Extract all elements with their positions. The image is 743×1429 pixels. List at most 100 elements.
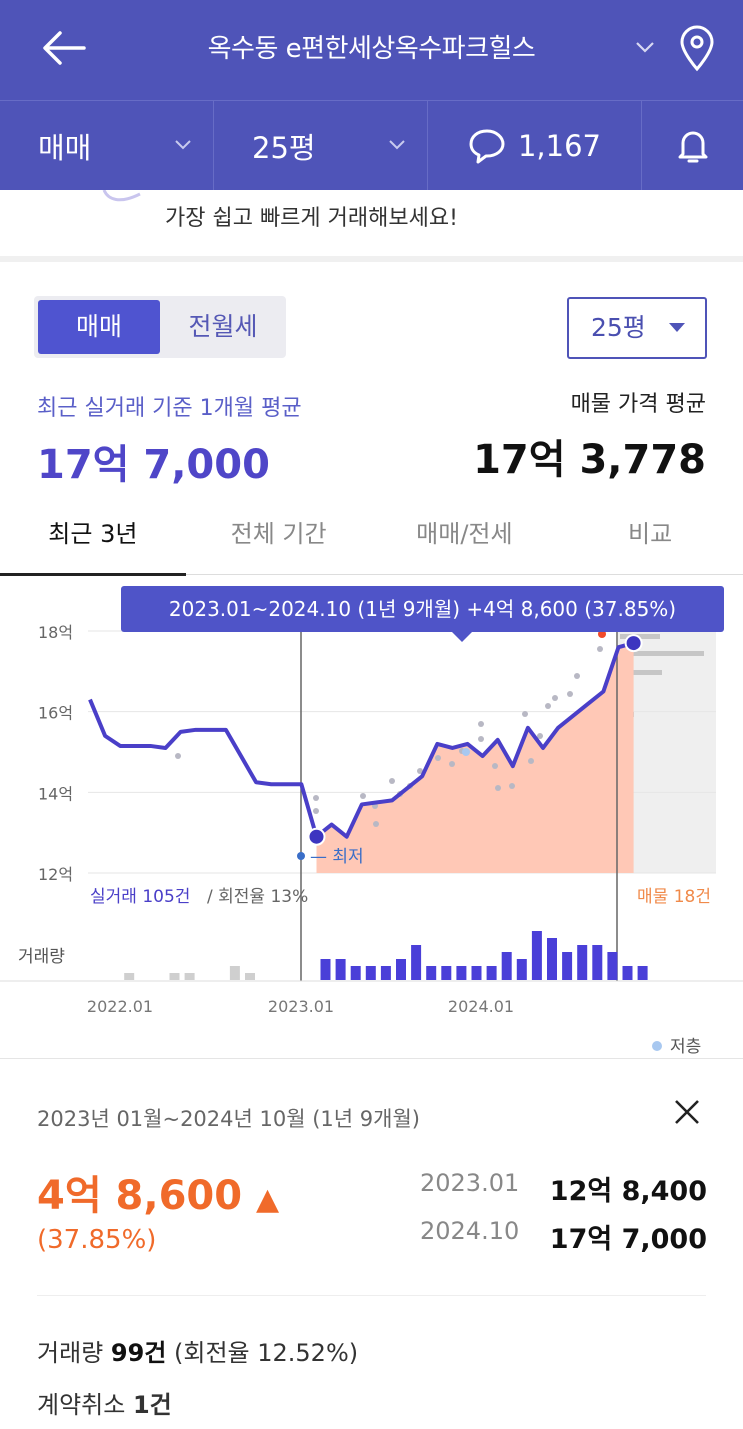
area-select-value: 25평 <box>591 313 646 342</box>
volume-bar <box>396 959 406 980</box>
trade-dot <box>492 763 498 769</box>
notification-button[interactable] <box>642 101 743 191</box>
volume-summary: 거래량 99건 (회전율 12.52%) <box>37 1339 359 1367</box>
volume-bar <box>320 959 331 980</box>
location-pin-icon[interactable] <box>678 24 716 72</box>
volume-bar <box>562 952 573 980</box>
promo-banner[interactable]: 가장 쉽고 빠르게 거래해보세요! <box>0 190 743 262</box>
volume-bar <box>335 959 346 980</box>
volume-bar <box>380 966 391 980</box>
y-tick-label: 14억 <box>38 784 73 803</box>
highlight-dot <box>598 630 606 638</box>
trade-type-dropdown[interactable]: 매매 <box>0 101 214 191</box>
trade-dot <box>175 753 181 759</box>
bell-icon <box>678 131 707 163</box>
trade-dot <box>417 768 423 774</box>
trade-dot <box>597 646 603 652</box>
trade-dot <box>435 755 441 761</box>
trade-dot <box>522 711 528 717</box>
toggle-rent[interactable]: 전월세 <box>188 312 258 341</box>
trade-dot <box>313 795 319 801</box>
volume-bar <box>411 945 422 980</box>
volume-bar <box>471 966 482 980</box>
range-end-marker <box>624 634 643 653</box>
trade-dot <box>537 733 543 739</box>
change-amount: 4억 8,600 ▲ <box>37 1173 280 1219</box>
volume-bar <box>501 952 512 980</box>
trade-type-label: 매매 <box>38 131 92 165</box>
volume-bar <box>245 973 255 980</box>
x-tick-label: 2023.01 <box>268 997 334 1016</box>
recent-average-value: 17억 7,000 <box>37 442 270 488</box>
sale-rent-toggle: 매매 전월세 <box>34 296 286 358</box>
back-arrow-icon[interactable] <box>40 28 86 68</box>
trade-dot <box>567 691 573 697</box>
volume-bar <box>531 931 542 980</box>
period-tabs: 최근 3년 전체 기간 매매/전세 비교 <box>0 505 743 576</box>
top-header: 옥수동 e편한세상옥수파크힐스 <box>0 0 743 100</box>
chevron-down-icon[interactable] <box>632 34 658 60</box>
tab-compare[interactable]: 비교 <box>628 520 673 548</box>
detail-range: 2023년 01월~2024년 10월 (1년 9개월) <box>37 1107 420 1131</box>
close-icon[interactable] <box>672 1097 702 1127</box>
volume-bar <box>486 966 497 980</box>
listing-bar <box>620 651 704 656</box>
volume-bar <box>169 973 180 980</box>
divider <box>37 1295 706 1296</box>
legend-low-floor-label: 저층 <box>670 1037 701 1056</box>
comments-button[interactable]: 1,167 <box>428 101 642 191</box>
listing-average-value: 17억 3,778 <box>473 437 706 483</box>
y-tick-label: 12억 <box>38 865 73 884</box>
tab-recent-3y[interactable]: 최근 3년 <box>0 505 186 576</box>
trade-dot <box>449 761 455 767</box>
cancel-summary: 계약취소 1건 <box>37 1391 172 1419</box>
triangle-down-icon <box>669 323 685 332</box>
area-select[interactable]: 25평 <box>567 297 707 359</box>
chevron-down-icon <box>389 140 405 150</box>
trade-dot <box>478 736 484 742</box>
trade-dot <box>552 695 558 701</box>
volume-bar <box>637 966 648 980</box>
y-tick-label: 16억 <box>38 704 73 723</box>
turnover-label: / 회전율 13% <box>207 887 308 907</box>
tooltip-pointer <box>452 632 472 642</box>
range-tooltip: 2023.01~2024.10 (1년 9개월) +4억 8,600 (37.8… <box>121 586 724 632</box>
volume-bar <box>622 966 633 980</box>
trade-dot <box>313 808 319 814</box>
detail-panel: 2023년 01월~2024년 10월 (1년 9개월) 4억 8,600 ▲ … <box>0 1058 743 1429</box>
trade-dot <box>509 783 515 789</box>
trade-dot <box>528 758 534 764</box>
y-tick-label: 18억 <box>38 623 73 642</box>
toggle-sale[interactable]: 매매 <box>38 300 160 354</box>
tab-all-period[interactable]: 전체 기간 <box>230 520 327 548</box>
trade-dot <box>389 778 395 784</box>
volume-bar <box>547 938 557 980</box>
change-percent: (37.85%) <box>37 1225 157 1255</box>
listing-count-label: 매물 18건 <box>637 887 711 907</box>
trade-dot <box>495 785 501 791</box>
decorative-shape-icon <box>102 190 141 202</box>
trade-dot <box>360 793 366 799</box>
filter-bar: 매매 25평 1,167 <box>0 100 743 191</box>
trade-dot <box>373 821 379 827</box>
complex-title[interactable]: 옥수동 e편한세상옥수파크힐스 <box>207 34 536 64</box>
volume-bar <box>124 973 135 980</box>
tab-sale-jeonse[interactable]: 매매/전세 <box>416 520 513 548</box>
trade-dot <box>545 703 551 709</box>
volume-bar <box>426 966 437 980</box>
price-line <box>88 641 635 839</box>
listing-bar <box>620 634 660 639</box>
min-marker <box>297 852 305 860</box>
speech-bubble-icon <box>469 129 505 164</box>
start-price-row: 2023.01 12억 8,400 <box>420 1169 707 1207</box>
listing-average-label: 매물 가격 평균 <box>570 392 706 417</box>
area-dropdown[interactable]: 25평 <box>214 101 428 191</box>
volume-label: 거래량 <box>18 947 65 967</box>
comment-count: 1,167 <box>517 129 602 163</box>
volume-bar <box>350 966 361 980</box>
chevron-down-icon <box>175 140 191 150</box>
volume-bar <box>577 945 588 980</box>
volume-bar <box>592 945 603 980</box>
x-tick-label: 2022.01 <box>87 997 153 1016</box>
